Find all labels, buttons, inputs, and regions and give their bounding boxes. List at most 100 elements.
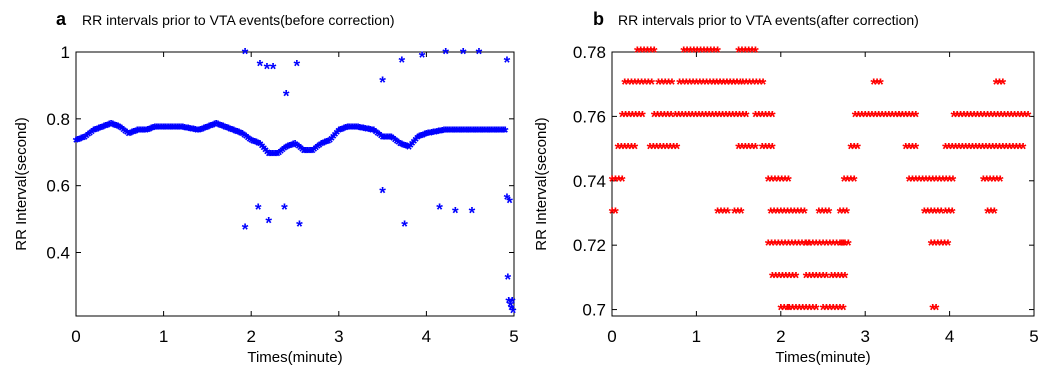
data-point: * — [723, 75, 730, 94]
data-point: * — [682, 107, 689, 126]
data-point: * — [943, 172, 950, 191]
data-point: * — [981, 107, 988, 126]
data-point: * — [290, 137, 297, 156]
data-point: * — [683, 75, 690, 94]
data-point: * — [719, 107, 726, 126]
data-point: * — [980, 172, 987, 191]
data-point: * — [909, 140, 916, 159]
data-point: * — [929, 172, 936, 191]
data-point: * — [940, 172, 947, 191]
data-point: * — [452, 203, 459, 222]
data-point: * — [830, 301, 837, 320]
data-point: * — [909, 172, 916, 191]
data-point: * — [889, 107, 896, 126]
data-point: * — [612, 172, 619, 191]
data-point: * — [639, 107, 646, 126]
data-point: * — [288, 138, 295, 157]
data-point: * — [956, 140, 963, 159]
data-point: * — [132, 124, 139, 143]
data-point: * — [690, 75, 697, 94]
data-point: * — [753, 75, 760, 94]
data-point: * — [173, 120, 180, 139]
data-point: * — [777, 301, 784, 320]
data-point: * — [820, 268, 827, 287]
data-point: * — [171, 120, 178, 139]
data-point: * — [769, 140, 776, 159]
data-point: * — [700, 75, 707, 94]
data-point: * — [250, 134, 257, 153]
data-point: * — [803, 268, 810, 287]
y-tick-label: 1 — [61, 43, 70, 62]
data-point: * — [976, 140, 983, 159]
data-point: * — [886, 107, 893, 126]
data-point: * — [357, 121, 364, 140]
data-point: * — [712, 107, 719, 126]
data-point: * — [507, 297, 514, 316]
data-point: * — [304, 143, 311, 162]
data-point: * — [632, 107, 639, 126]
data-point: * — [381, 130, 388, 149]
data-point: * — [870, 75, 877, 94]
data-point: * — [684, 43, 691, 62]
data-point: * — [204, 120, 211, 139]
data-point: * — [951, 107, 958, 126]
data-point: * — [1001, 107, 1008, 126]
data-point: * — [710, 75, 717, 94]
data-point: * — [386, 130, 393, 149]
data-point: * — [293, 138, 300, 157]
data-point: * — [693, 75, 700, 94]
x-tick-label: 2 — [246, 327, 255, 346]
data-point: * — [990, 172, 997, 191]
data-point: * — [99, 120, 106, 139]
data-point: * — [265, 213, 272, 232]
data-point: * — [460, 45, 467, 64]
data-point: * — [781, 301, 788, 320]
x-axis-label: Times(minute) — [775, 349, 870, 366]
data-point: * — [385, 130, 392, 149]
data-point: * — [679, 107, 686, 126]
y-tick-label: 0.7 — [582, 301, 606, 320]
data-point: * — [806, 301, 813, 320]
data-point: * — [810, 268, 817, 287]
data-point: * — [997, 172, 1004, 191]
data-point: * — [815, 204, 822, 223]
data-point: * — [892, 107, 899, 126]
data-point: * — [842, 236, 849, 255]
data-point: * — [743, 107, 750, 126]
data-point: * — [933, 172, 940, 191]
data-point: * — [498, 123, 505, 142]
data-point: * — [749, 43, 756, 62]
data-point: * — [281, 200, 288, 219]
chart-title: RR intervals prior to VTA events(after c… — [618, 12, 919, 28]
data-point: * — [188, 122, 195, 141]
data-point: * — [615, 172, 622, 191]
data-point: * — [358, 121, 365, 140]
data-point: * — [477, 123, 484, 142]
data-point: * — [913, 140, 920, 159]
data-point: * — [765, 236, 772, 255]
data-point: * — [612, 204, 619, 223]
data-point: * — [95, 121, 102, 140]
data-point: * — [143, 123, 150, 142]
data-point: * — [909, 107, 916, 126]
data-point: * — [813, 268, 820, 287]
data-point: * — [952, 140, 959, 159]
data-point: * — [622, 107, 629, 126]
data-point: * — [742, 43, 749, 62]
data-point: * — [302, 143, 309, 162]
data-point: * — [737, 75, 744, 94]
data-point: * — [505, 270, 512, 289]
data-point: * — [311, 142, 318, 161]
data-point: * — [906, 172, 913, 191]
data-point: * — [784, 204, 791, 223]
data-point: * — [638, 75, 645, 94]
data-point: * — [476, 45, 483, 64]
data-point: * — [227, 122, 234, 141]
data-point: * — [216, 118, 223, 137]
data-point: * — [481, 123, 488, 142]
data-point: * — [222, 120, 229, 139]
data-point: * — [162, 120, 169, 139]
data-point: * — [267, 147, 274, 166]
data-point: * — [174, 120, 181, 139]
data-point: * — [936, 172, 943, 191]
